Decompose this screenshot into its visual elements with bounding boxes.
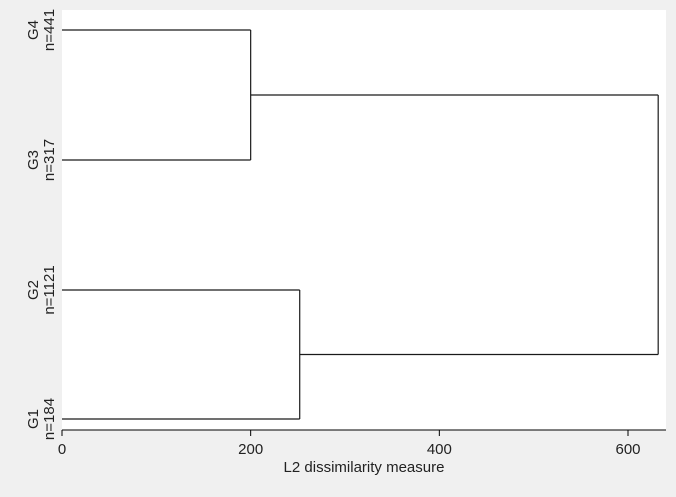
leaf-label-g2: G2 [25,280,42,300]
leaf-count-g4: n=441 [41,9,58,51]
x-tick-label-600: 600 [615,441,640,458]
x-tick-label-0: 0 [58,441,66,458]
leaf-label-g3: G3 [25,150,42,170]
x-tick-label-200: 200 [238,441,263,458]
leaf-count-g2: n=1121 [41,265,58,314]
x-tick-label-400: 400 [427,441,452,458]
dendrogram-links [62,29,659,420]
leaf-count-g3: n=317 [41,139,58,181]
leaf-label-g1: G1 [25,409,42,429]
x-axis-ticks: 0 200 400 600 [58,430,641,458]
x-axis-title: L2 dissimilarity measure [284,459,445,476]
leaf-labels: G4 n=441 G3 n=317 G2 n=1121 G1 n=184 [25,9,58,440]
leaf-count-g1: n=184 [41,398,58,440]
plot-area [62,10,666,430]
leaf-label-g4: G4 [25,20,42,40]
